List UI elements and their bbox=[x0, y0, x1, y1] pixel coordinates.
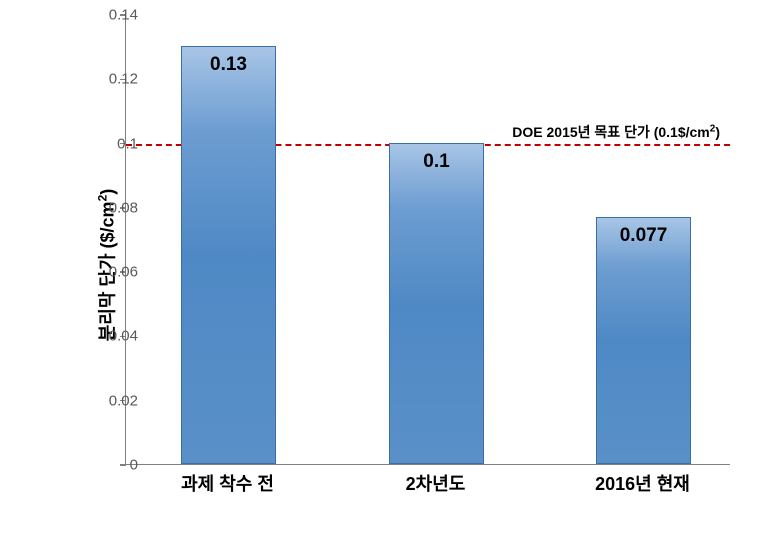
bar-fill bbox=[596, 217, 691, 465]
x-tick-label: 2016년 현재 bbox=[553, 470, 733, 496]
y-tick-label: 0.02 bbox=[109, 392, 138, 409]
y-tick-label: 0.04 bbox=[109, 328, 138, 345]
y-tick-label: 0.08 bbox=[109, 199, 138, 216]
y-tick-label: 0.12 bbox=[109, 71, 138, 88]
x-tick-label: 2차년도 bbox=[346, 470, 526, 496]
bar-value-label: 0.077 bbox=[620, 225, 668, 247]
bar-value-label: 0.13 bbox=[210, 54, 247, 76]
x-tick-label: 과제 착수 전 bbox=[138, 470, 318, 496]
y-tick-label: 0.06 bbox=[109, 264, 138, 281]
bar: 0.1 bbox=[389, 143, 484, 464]
y-tick bbox=[120, 464, 126, 466]
plot-area: DOE 2015년 목표 단가 (0.1$/cm2) 0.13 0.1 0.077 bbox=[125, 15, 730, 465]
bar-fill bbox=[181, 46, 276, 464]
bar: 0.13 bbox=[181, 46, 276, 464]
y-tick-label: 0.1 bbox=[117, 135, 138, 152]
y-tick-label: 0.14 bbox=[109, 7, 138, 24]
chart-container: 분리막 단가 ($/cm2) DOE 2015년 목표 단가 (0.1$/cm2… bbox=[40, 10, 750, 520]
bar-value-label: 0.1 bbox=[423, 151, 449, 173]
bar: 0.077 bbox=[596, 217, 691, 465]
bar-fill bbox=[389, 143, 484, 464]
reference-line-label: DOE 2015년 목표 단가 (0.1$/cm2) bbox=[512, 122, 720, 142]
